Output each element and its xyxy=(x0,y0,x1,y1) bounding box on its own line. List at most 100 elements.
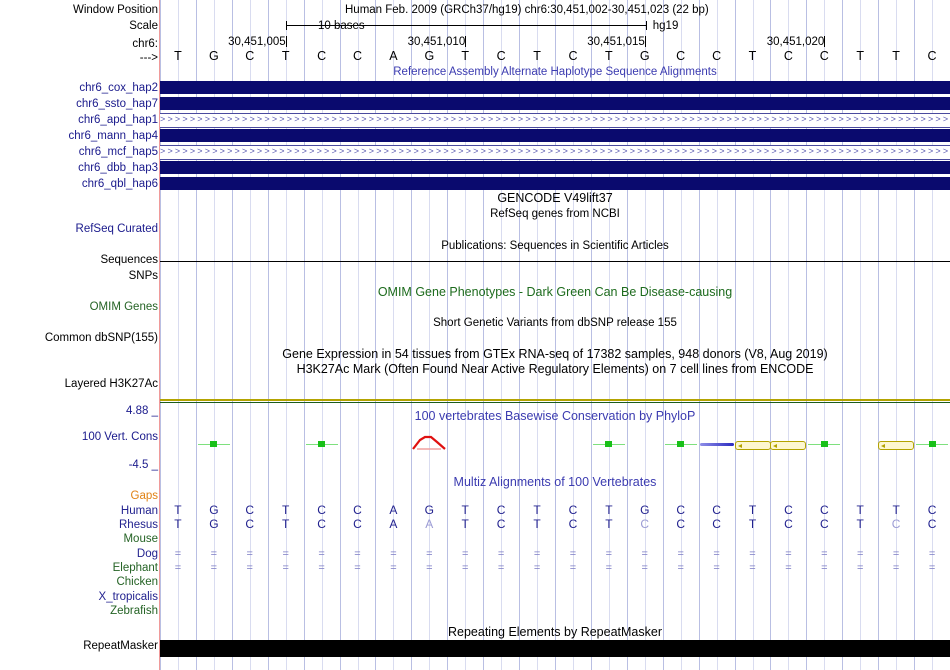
multiz-base-rhesus: C xyxy=(784,517,793,531)
multiz-base-human: C xyxy=(245,503,255,517)
multiz-unaligned-elephant: = xyxy=(677,562,684,574)
multiz-unaligned-elephant: = xyxy=(892,562,900,574)
haplotype-label-chr6_mcf_hap5[interactable]: chr6_mcf_hap5 xyxy=(78,146,158,158)
haplotype-bar-chr6_mann_hap4[interactable] xyxy=(160,129,950,142)
multiz-species-label-dog[interactable]: Dog xyxy=(136,548,158,560)
multiz-base-human: C xyxy=(568,503,578,517)
haplotype-strand-arrows-icon: >>>>>>>>>>>>>>>>>>>>>>>>>>>>>>>>>>>>>>>>… xyxy=(160,146,950,156)
reference-base: C xyxy=(676,49,686,63)
multiz-unaligned-dog: = xyxy=(462,548,469,560)
haplotype-label-chr6_dbb_hap3[interactable]: chr6_dbb_hap3 xyxy=(78,162,158,174)
haplotype-label-chr6_apd_hap1[interactable]: chr6_apd_hap1 xyxy=(78,114,158,126)
haplotype-label-chr6_cox_hap2[interactable]: chr6_cox_hap2 xyxy=(79,82,158,94)
multiz-base-human: T xyxy=(748,503,757,517)
dbsnp-label[interactable]: Common dbSNP(155) xyxy=(44,332,158,344)
reference-base: C xyxy=(245,49,255,63)
haplotype-bar-chr6_mcf_hap5[interactable]: >>>>>>>>>>>>>>>>>>>>>>>>>>>>>>>>>>>>>>>>… xyxy=(160,145,950,160)
reference-base: C xyxy=(819,49,829,63)
multiz-unaligned-elephant: = xyxy=(246,562,253,574)
haplotype-bar-chr6_dbb_hap3[interactable] xyxy=(160,161,950,174)
multiz-unaligned-elephant: = xyxy=(318,562,325,574)
assembly-db-label: hg19 xyxy=(652,20,679,32)
multiz-unaligned-elephant: = xyxy=(210,562,218,574)
coordinate-label: 30,451,015 xyxy=(587,36,645,48)
multiz-unaligned-elephant: = xyxy=(785,562,792,574)
multiz-base-human: T xyxy=(282,503,290,517)
haplotype-label-chr6_qbl_hap6[interactable]: chr6_qbl_hap6 xyxy=(81,178,158,190)
multiz-unaligned-elephant: = xyxy=(749,562,756,574)
multiz-base-rhesus: C xyxy=(891,517,901,531)
multiz-unaligned-elephant: = xyxy=(174,562,182,574)
reference-base: G xyxy=(208,49,219,63)
multiz-species-label-mouse[interactable]: Mouse xyxy=(123,533,158,545)
coordinate-tick xyxy=(285,36,287,47)
snps-label[interactable]: SNPs xyxy=(128,270,158,282)
multiz-unaligned-dog: = xyxy=(892,548,900,560)
multiz-species-label-elephant[interactable]: Elephant xyxy=(112,562,158,574)
scale-bar xyxy=(285,21,647,30)
gencode-track-title: GENCODE V49lift37 xyxy=(497,191,613,205)
coordinate-label: 30,451,010 xyxy=(407,36,466,48)
reference-base: C xyxy=(317,49,327,63)
multiz-base-rhesus: A xyxy=(389,517,398,531)
refseq-curated-label[interactable]: RefSeq Curated xyxy=(75,223,158,235)
conservation-negative-peak xyxy=(411,435,447,451)
multiz-base-rhesus: C xyxy=(640,517,650,531)
multiz-unaligned-elephant: = xyxy=(821,562,828,574)
scale-value: 10 bases xyxy=(318,20,365,32)
repeatmasker-bar[interactable] xyxy=(160,640,950,657)
multiz-unaligned-dog: = xyxy=(354,548,361,560)
multiz-base-rhesus: C xyxy=(927,517,937,531)
multiz-unaligned-elephant: = xyxy=(857,562,864,574)
multiz-base-human: T xyxy=(174,503,182,517)
multiz-base-rhesus: T xyxy=(748,517,757,531)
multiz-unaligned-dog: = xyxy=(318,548,325,560)
reference-base: T xyxy=(605,49,613,63)
multiz-base-rhesus: T xyxy=(856,517,864,531)
conservation-score-block xyxy=(605,441,613,447)
sequences-label[interactable]: Sequences xyxy=(100,254,158,266)
multiz-unaligned-dog: = xyxy=(605,548,613,560)
multiz-unaligned-elephant: = xyxy=(713,562,720,574)
multiz-unaligned-dog: = xyxy=(677,548,684,560)
repeatmasker-label[interactable]: RepeatMasker xyxy=(83,640,158,652)
multiz-unaligned-dog: = xyxy=(928,548,936,560)
haplotype-bar-chr6_qbl_hap6[interactable] xyxy=(160,177,950,190)
haplotype-bar-chr6_cox_hap2[interactable] xyxy=(160,81,950,94)
haplotype-bar-chr6_apd_hap1[interactable]: >>>>>>>>>>>>>>>>>>>>>>>>>>>>>>>>>>>>>>>>… xyxy=(160,113,950,128)
multiz-base-human: C xyxy=(676,503,685,517)
multiz-species-label-chicken[interactable]: Chicken xyxy=(116,576,158,588)
haplotype-label-chr6_mann_hap4[interactable]: chr6_mann_hap4 xyxy=(68,130,158,142)
reference-base: T xyxy=(174,49,182,63)
haplotype-bar-chr6_ssto_hap7[interactable] xyxy=(160,97,950,110)
multiz-base-rhesus: C xyxy=(676,517,685,531)
multiz-base-human: A xyxy=(389,503,398,517)
multiz-base-rhesus: C xyxy=(245,517,255,531)
multiz-unaligned-dog: = xyxy=(210,548,218,560)
multiz-base-rhesus: C xyxy=(568,517,578,531)
multiz-base-human: C xyxy=(927,503,937,517)
haplotype-label-chr6_ssto_hap7[interactable]: chr6_ssto_hap7 xyxy=(76,98,158,110)
multiz-species-label-human[interactable]: Human xyxy=(120,505,158,517)
gaps-label: Gaps xyxy=(130,490,159,502)
conservation-insert-arrow-icon xyxy=(770,441,807,450)
conservation-score-block xyxy=(210,441,218,447)
conservation-score-block xyxy=(677,441,685,447)
dbsnp-track-title: Short Genetic Variants from dbSNP releas… xyxy=(433,317,677,329)
h3k27ac-track-title: H3K27Ac Mark (Often Found Near Active Re… xyxy=(296,362,814,376)
conservation-gap-bar xyxy=(699,443,734,446)
multiz-species-label-x_tropicalis[interactable]: X_tropicalis xyxy=(98,591,158,603)
coordinate-label: 30,451,020 xyxy=(766,36,825,48)
multiz-species-label-rhesus[interactable]: Rhesus xyxy=(119,519,158,531)
multiz-species-label-zebrafish[interactable]: Zebrafish xyxy=(110,605,158,617)
coordinate-tick xyxy=(644,36,646,47)
reference-base: A xyxy=(389,49,398,63)
layered-h3k27ac-label[interactable]: Layered H3K27Ac xyxy=(64,378,158,390)
multiz-base-rhesus: C xyxy=(353,517,362,531)
conservation-axis-max: 4.88 _ xyxy=(126,405,158,417)
multiz-base-rhesus: T xyxy=(282,517,290,531)
conservation-label[interactable]: 100 Vert. Cons xyxy=(81,431,158,443)
omim-genes-label[interactable]: OMIM Genes xyxy=(89,301,158,313)
gtex-track-title: Gene Expression in 54 tissues from GTEx … xyxy=(282,347,828,361)
multiz-unaligned-elephant: = xyxy=(605,562,613,574)
